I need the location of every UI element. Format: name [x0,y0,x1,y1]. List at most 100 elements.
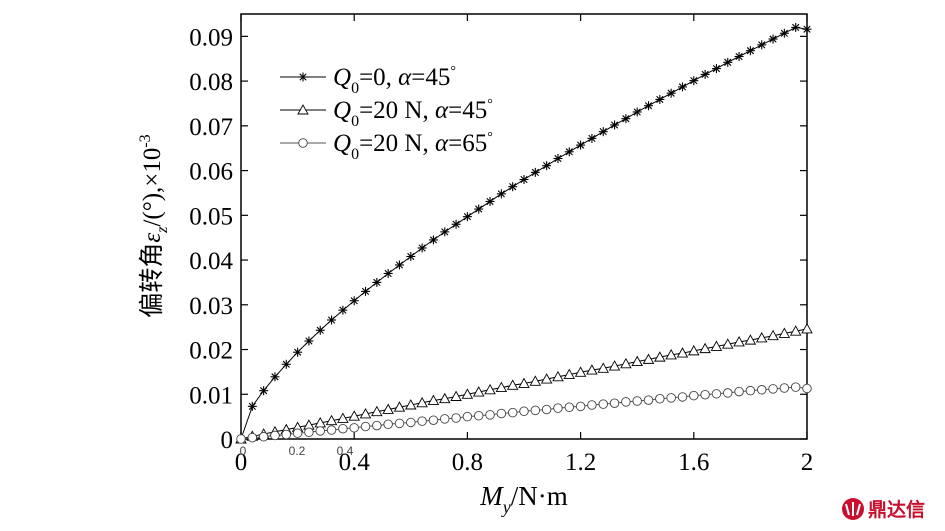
legend-alpha: α [435,97,449,124]
data-point [575,401,586,412]
data-point [440,227,450,237]
data-point [541,404,552,415]
data-point [383,419,393,429]
legend-eq: =0, [359,64,398,91]
data-point [417,416,427,426]
data-point [587,400,597,410]
legend-marker [297,104,309,115]
series-circle [236,382,812,444]
data-point [496,408,507,419]
legend-deg: ° [450,64,456,79]
data-point [632,396,642,406]
inner-tick-label: 0.4 [337,444,354,458]
data-point [338,305,348,315]
data-point [485,196,495,206]
data-point [801,323,813,334]
legend-sub: 0 [351,80,359,97]
data-point [428,235,438,245]
legend-label: Q0=20 N, α=65° [333,130,493,163]
data-point [552,370,564,382]
y-axis-title-sub: z [154,226,171,234]
data-point [620,357,632,369]
data-point [700,389,710,400]
data-point [621,397,631,407]
data-point [710,340,723,351]
data-point [733,335,745,347]
data-point [563,368,576,380]
data-point [723,57,733,67]
data-point [802,24,812,34]
data-point [676,347,689,358]
data-point [644,101,654,111]
data-point [642,353,655,364]
data-point [768,34,778,44]
data-point [416,396,428,408]
data-point [542,161,552,171]
data-point [349,423,359,433]
data-point [496,189,506,199]
legend-q: Q [333,130,351,157]
x-tick-label: 0 [235,449,248,476]
data-point [643,395,654,405]
data-point [372,420,382,431]
data-point [768,384,778,394]
y-axis-title-sup: -3 [137,134,154,147]
data-point [564,402,575,412]
data-point [655,94,665,104]
data-point [338,423,348,434]
data-point [383,268,393,278]
series-line [240,26,808,440]
data-point [802,383,812,394]
data-point [530,167,540,177]
watermark: 鼎达信 [842,498,925,521]
data-point [609,398,620,408]
data-point [507,407,518,418]
data-point [689,390,699,401]
legend-alpha: α [398,64,412,91]
data-point [327,315,337,325]
data-point [361,286,371,296]
legend-eq: =20 N, [359,130,435,157]
data-point [326,425,337,435]
legend-marker [298,72,308,82]
data-point [382,403,394,414]
data-point [519,175,529,185]
legend: Q0=0, α=45°Q0=20 N, α=45°Q0=20 N, α=65° [280,64,493,163]
data-point [472,386,485,397]
data-point [574,366,587,377]
data-point [564,147,574,157]
data-point [440,414,450,424]
data-point [394,260,404,270]
data-point [394,418,405,429]
y-tick-label: 0.03 [189,293,233,320]
data-point [427,394,440,405]
x-tick-label: 2 [801,449,814,476]
legend-deg: ° [487,97,493,112]
data-point [744,334,757,345]
data-point [721,338,734,349]
data-point [711,389,722,399]
data-point [519,406,529,417]
legend-q: Q [333,97,351,124]
data-point [461,388,474,399]
data-point [779,28,789,38]
plot-frame [240,13,808,440]
legend-label: Q0=0, α=45° [333,64,456,97]
series-triangle [235,323,813,444]
brand-logo-icon [842,498,864,520]
data-point [270,372,280,382]
data-point [417,243,427,253]
data-point [406,417,416,428]
series-asterisk [236,22,812,444]
x-axis-title-rest: /N·m [511,481,568,511]
data-point [745,385,756,396]
y-tick-label: 0.01 [189,382,233,409]
inner-tick-label: 0 [240,444,247,458]
y-tick-label: 0.07 [189,114,233,141]
legend-deg: ° [487,130,493,145]
data-point [632,107,642,117]
data-point [473,410,484,421]
y-axis-title-rest: /(°),×10 [139,148,166,227]
data-point [270,430,280,441]
data-point [506,379,519,390]
